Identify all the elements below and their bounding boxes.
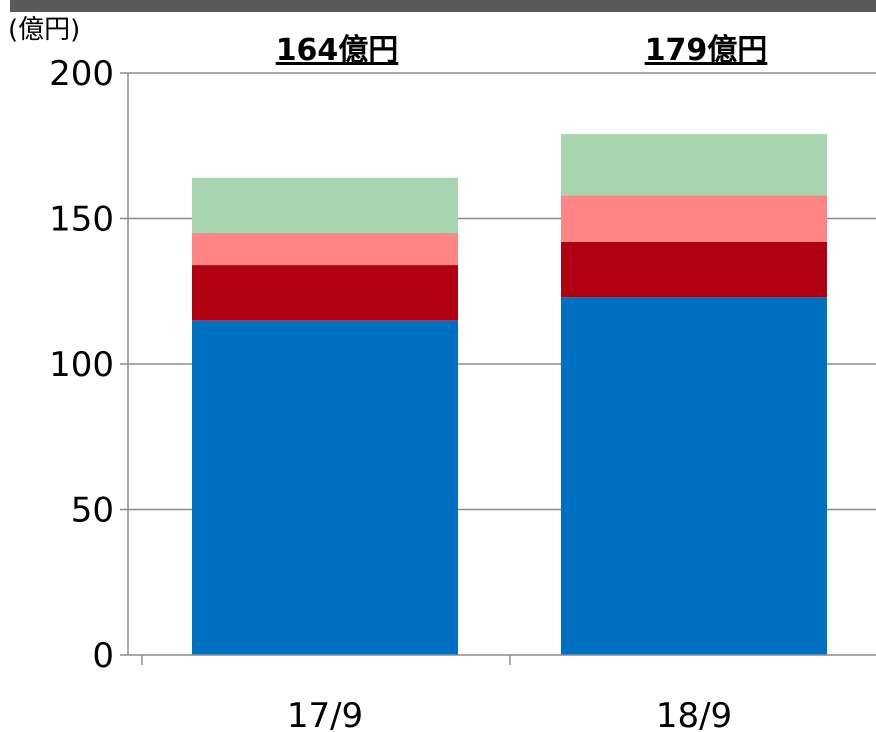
labels: (億円) 0 50 100 150 200 17/9 164億円 18/9 179億円 — [8, 15, 767, 732]
bar-total-label: 179億円 — [645, 33, 768, 68]
y-tick-label: 50 — [71, 491, 114, 531]
y-tick-label: 0 — [92, 636, 114, 676]
y-tick-label: 150 — [49, 200, 114, 240]
bar-segment — [561, 134, 827, 196]
bar-segment — [192, 320, 458, 655]
x-tick-label: 17/9 — [287, 696, 363, 732]
y-tick-label: 200 — [49, 54, 114, 94]
bar-segment — [561, 241, 827, 298]
x-tick-label: 18/9 — [656, 696, 732, 732]
y-unit-label: (億円) — [8, 15, 80, 45]
bars — [192, 134, 827, 655]
axes — [120, 72, 876, 665]
bar-segment — [192, 177, 458, 234]
bar-segment — [192, 265, 458, 321]
y-tick-label: 100 — [49, 345, 114, 385]
bar-segment — [561, 297, 827, 655]
bar-segment — [192, 233, 458, 266]
bar-total-label: 164億円 — [276, 33, 399, 68]
bar-segment — [561, 195, 827, 242]
top-border-bar — [10, 0, 876, 12]
